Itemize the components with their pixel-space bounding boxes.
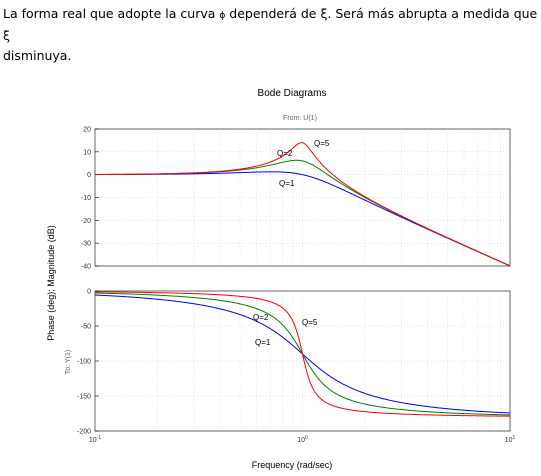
magnitude-panel: 20 10 0 -10 -20 -30 -40 Q=5 Q=2 Q=1 (81, 127, 511, 271)
x-axis-label: Frequency (rad/sec) (252, 460, 333, 470)
magnitude-annotation: Q=2 (277, 149, 293, 158)
paragraph-line2: disminuya. (3, 48, 72, 63)
magnitude-ytick-label: -30 (81, 241, 91, 248)
paragraph: La forma real que adopte la curva ϕ depe… (3, 4, 538, 66)
y-axis-label: Phase (deg); Magnitude (dB) (46, 225, 56, 341)
paragraph-line1-rest: dependerá de ξ. Será más abrupta a medid… (3, 6, 538, 43)
x-tick-label: 100 (297, 435, 308, 444)
magnitude-ytick-label: 10 (83, 149, 91, 156)
magnitude-annotation: Q=1 (279, 179, 295, 188)
magnitude-ytick-label: -10 (81, 195, 91, 202)
phase-annotation: Q=2 (253, 313, 269, 322)
magnitude-series-line (95, 142, 511, 267)
phase-ytick-label: -200 (77, 429, 91, 436)
phase-series-line (94, 291, 511, 417)
x-tick-label: 10-1 (89, 435, 101, 444)
phase-annotation: Q=1 (255, 338, 271, 347)
magnitude-ytick-label: -40 (81, 264, 91, 271)
chart-title: Bode Diagrams (258, 88, 327, 99)
phase-ytick-label: -50 (81, 324, 91, 331)
curve-symbol: ϕ (219, 11, 226, 21)
magnitude-annotation: Q=5 (314, 139, 330, 148)
output-label: To: Y(1) (65, 350, 72, 374)
phase-ytick-label: -100 (77, 359, 91, 366)
magnitude-ytick-label: -20 (81, 218, 91, 225)
magnitude-ytick-label: 20 (83, 127, 91, 134)
paragraph-line1: La forma real que adopte la curva (3, 6, 220, 21)
phase-annotation: Q=5 (302, 318, 318, 327)
phase-ytick-label: 0 (87, 289, 91, 296)
phase-ytick-label: -150 (77, 394, 91, 401)
x-tick-label: 101 (505, 435, 516, 444)
magnitude-ytick-label: 0 (87, 172, 91, 179)
chart-subtitle: From: U(1) (283, 115, 317, 122)
